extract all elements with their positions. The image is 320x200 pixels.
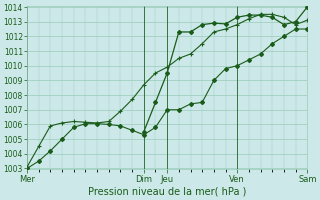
X-axis label: Pression niveau de la mer( hPa ): Pression niveau de la mer( hPa ) (88, 187, 246, 197)
